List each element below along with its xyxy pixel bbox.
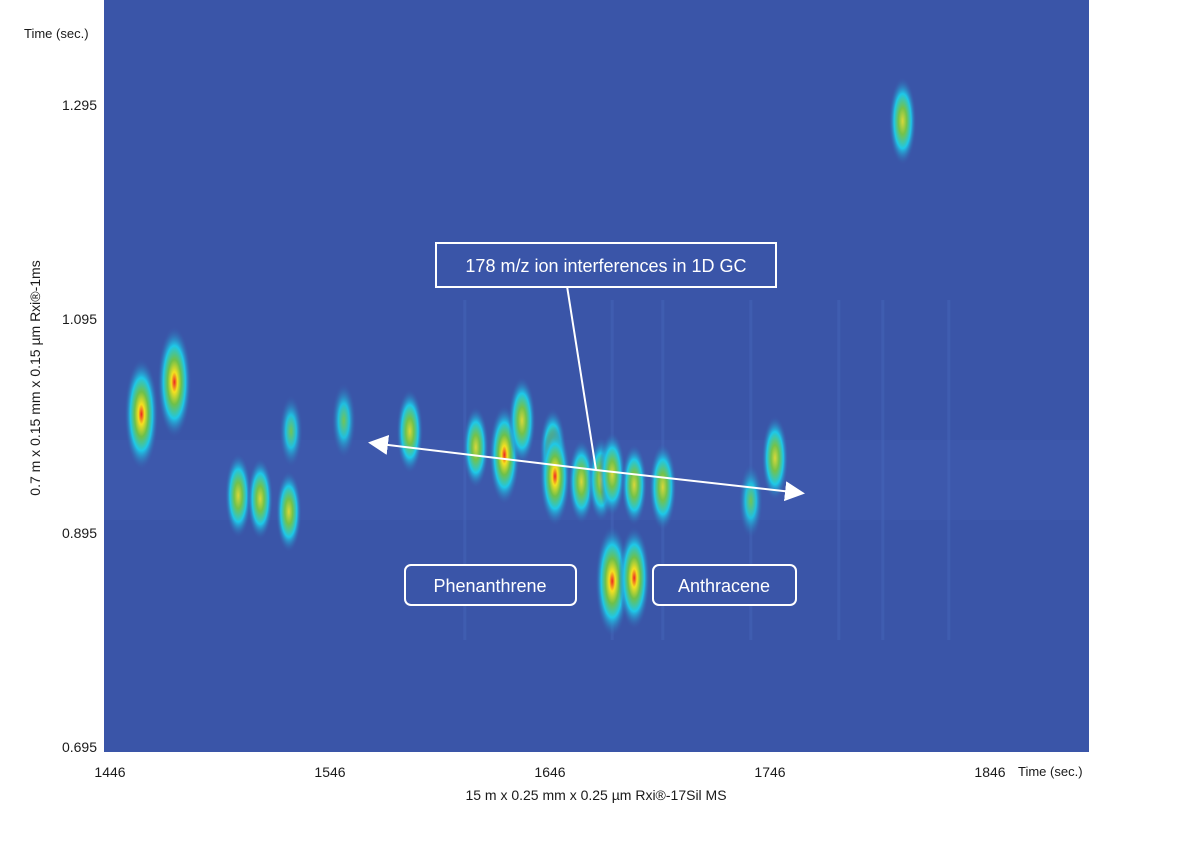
y-tick-label: 0.895 (62, 525, 97, 541)
background-streak (881, 300, 885, 640)
callout-leader-line (566, 285, 597, 471)
y-tick-labels: 0.695 0.895 1.095 1.295 (62, 97, 97, 755)
chromatogram-peak (279, 394, 303, 468)
chromatogram-peak (462, 406, 489, 489)
chromatogram-peak (761, 415, 789, 501)
chromatogram-peak (621, 443, 648, 526)
chromatogram-peak (331, 382, 356, 459)
anthracene-text: Anthracene (678, 576, 770, 596)
chromatogram-peak (738, 462, 763, 539)
y-tick-label: 1.295 (62, 97, 97, 113)
background-streak (463, 300, 467, 640)
interference-annotation: 178 m/z ion interferences in 1D GC (368, 242, 805, 502)
phenanthrene-text: Phenanthrene (433, 576, 546, 596)
plot-background (104, 0, 1089, 752)
background-streak (947, 300, 951, 640)
chromatogram-peak (224, 453, 252, 539)
peaks-layer (124, 77, 951, 640)
x-tick-label: 1746 (754, 764, 785, 780)
chromatogram-peak (649, 442, 677, 531)
chromatogram-peak (247, 457, 274, 540)
y-axis-title: 0.7 m x 0.15 mm x 0.15 µm Rxi®-1ms (27, 260, 43, 495)
chromatogram-peak (396, 388, 424, 474)
y-tick-label: 0.695 (62, 739, 97, 755)
chromatogram-peak (275, 470, 302, 553)
chromatogram-peak (124, 358, 159, 471)
chromatogram-peak (618, 526, 650, 630)
y-unit-label: Time (sec.) (24, 26, 89, 41)
chromatogram-peak (888, 77, 917, 166)
x-tick-label: 1846 (974, 764, 1005, 780)
left-arrow (368, 434, 597, 471)
interference-callout-box (435, 242, 777, 288)
background-streak (837, 300, 841, 640)
chromatogram-peak (568, 439, 595, 525)
anthracene-box (652, 564, 797, 606)
anthracene-label: Anthracene (652, 564, 797, 606)
x-tick-label: 1446 (94, 764, 125, 780)
x-tick-label: 1646 (534, 764, 565, 780)
phenanthrene-label: Phenanthrene (404, 564, 577, 606)
chromatogram-peak (157, 326, 192, 439)
y-tick-label: 1.095 (62, 311, 97, 327)
x-axis-title: 15 m x 0.25 mm x 0.25 µm Rxi®-17Sil MS (465, 787, 726, 803)
right-arrow (595, 469, 805, 502)
chromatogram-peak (598, 431, 626, 517)
x-unit-label: Time (sec.) (1018, 764, 1083, 779)
phenanthrene-box (404, 564, 577, 606)
chromatogram-peak (539, 426, 571, 527)
x-tick-label: 1546 (314, 764, 345, 780)
chromatogram-peak (508, 376, 536, 465)
x-tick-labels: 1446 1546 1646 1746 1846 (94, 764, 1005, 780)
interference-callout-text: 178 m/z ion interferences in 1D GC (465, 256, 746, 276)
